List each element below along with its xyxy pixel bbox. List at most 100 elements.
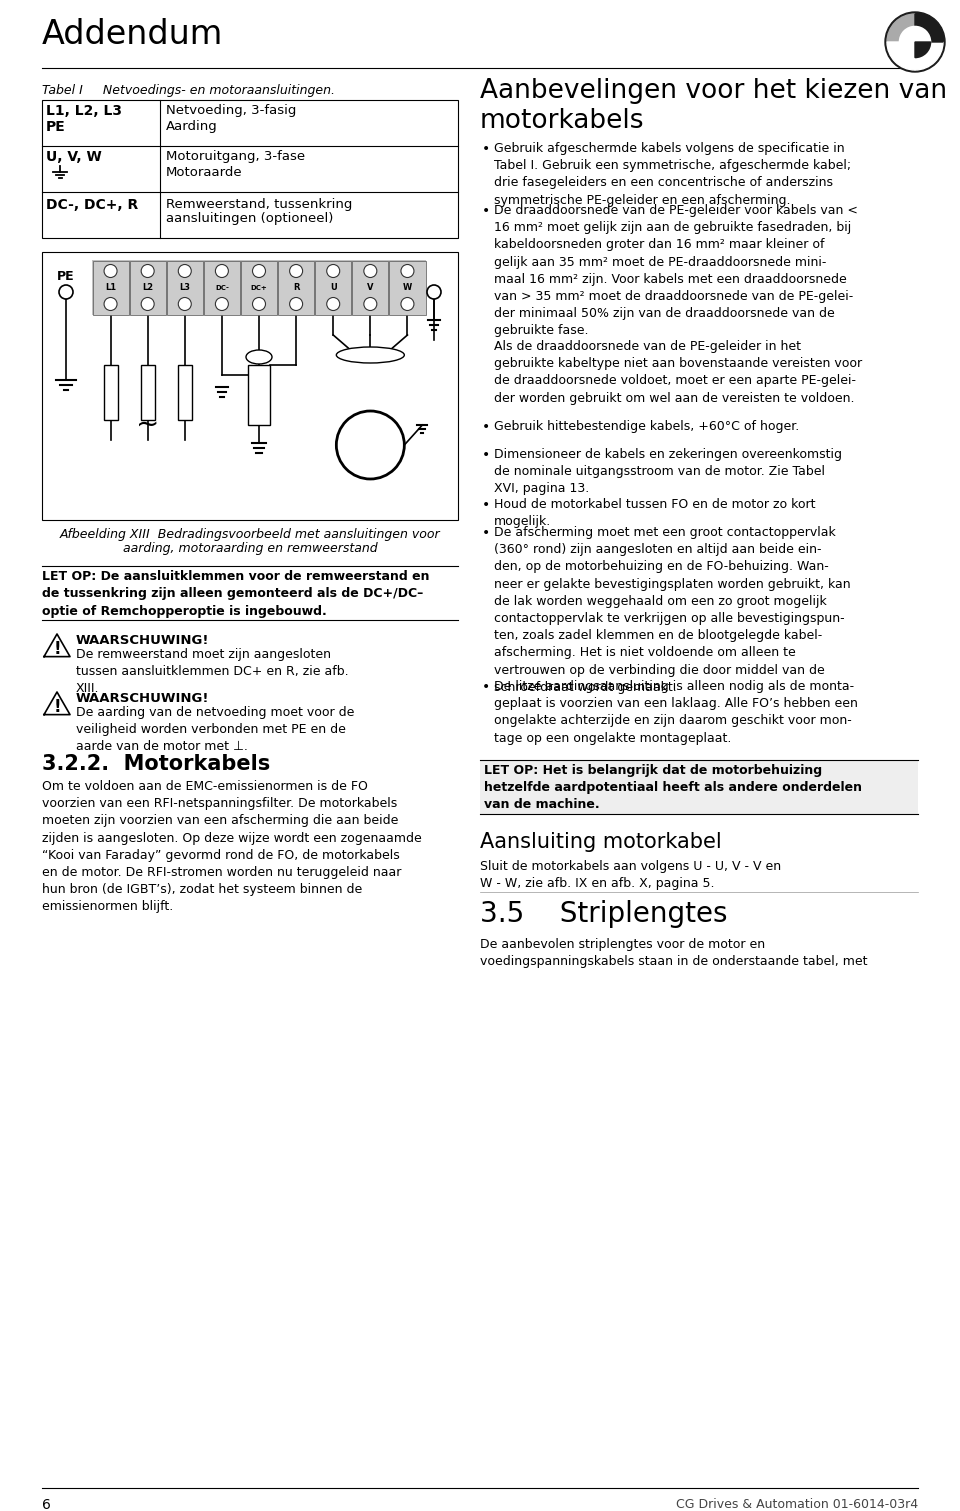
Text: De litze aardingsaansluiting is alleen nodig als de monta-
geplaat is voorzien v: De litze aardingsaansluiting is alleen n… — [494, 680, 858, 745]
Text: Motoraarde: Motoraarde — [166, 166, 243, 178]
Circle shape — [326, 298, 340, 310]
Ellipse shape — [246, 351, 272, 364]
Text: R: R — [293, 284, 300, 293]
Circle shape — [427, 286, 441, 299]
Circle shape — [364, 298, 377, 310]
Text: L3: L3 — [180, 284, 190, 293]
Bar — [130, 260, 166, 314]
Text: Gebruik hittebestendige kabels, +60°C of hoger.: Gebruik hittebestendige kabels, +60°C of… — [494, 420, 800, 434]
Text: U: U — [330, 284, 337, 293]
Text: De remweerstand moet zijn aangesloten
tussen aansluitklemmen DC+ en R, zie afb.
: De remweerstand moet zijn aangesloten tu… — [76, 648, 348, 695]
Circle shape — [252, 264, 266, 278]
Circle shape — [336, 411, 404, 479]
Text: De aanbevolen striplengtes voor de motor en
voedingspanningskabels staan in de o: De aanbevolen striplengtes voor de motor… — [480, 938, 868, 969]
Text: Remweerstand, tussenkring: Remweerstand, tussenkring — [166, 198, 352, 212]
Text: Als de draaddoorsnede van de PE-geleider in het
gebruikte kabeltype niet aan bov: Als de draaddoorsnede van de PE-geleider… — [494, 340, 862, 405]
Text: •: • — [482, 420, 491, 434]
Text: WAARSCHUWING!: WAARSCHUWING! — [76, 635, 209, 647]
Text: LET OP: De aansluitklemmen voor de remweerstand en
de tussenkring zijn alleen ge: LET OP: De aansluitklemmen voor de remwe… — [42, 570, 429, 618]
Text: •: • — [482, 526, 491, 539]
Text: aansluitingen (optioneel): aansluitingen (optioneel) — [166, 212, 333, 225]
Text: Aansluiting motorkabel: Aansluiting motorkabel — [480, 833, 722, 852]
Circle shape — [179, 298, 191, 310]
Text: •: • — [482, 499, 491, 512]
Text: Tabel I     Netvoedings- en motoraansluitingen.: Tabel I Netvoedings- en motoraansluiting… — [42, 85, 335, 97]
Circle shape — [290, 298, 302, 310]
Bar — [92, 260, 129, 314]
Bar — [42, 100, 458, 239]
Circle shape — [290, 264, 302, 278]
Text: M: M — [361, 435, 380, 455]
Text: Aanbevelingen voor het kiezen van: Aanbevelingen voor het kiezen van — [480, 79, 948, 104]
Bar — [92, 260, 426, 314]
Circle shape — [401, 264, 414, 278]
Text: •: • — [482, 142, 491, 156]
Text: Houd de motorkabel tussen FO en de motor zo kort
mogelijk.: Houd de motorkabel tussen FO en de motor… — [494, 499, 815, 529]
Text: Om te voldoen aan de EMC-emissienormen is de FO
voorzien van een RFI-netspanning: Om te voldoen aan de EMC-emissienormen i… — [42, 780, 421, 914]
Text: L2: L2 — [142, 284, 154, 293]
Text: aarding, motoraarding en remweerstand: aarding, motoraarding en remweerstand — [123, 542, 377, 555]
Text: De afscherming moet met een groot contactoppervlak
(360° rond) zijn aangesloten : De afscherming moet met een groot contac… — [494, 526, 851, 694]
Text: W: W — [403, 284, 412, 293]
Circle shape — [252, 298, 266, 310]
Text: PE: PE — [58, 270, 75, 283]
Text: LET OP: Het is belangrijk dat de motorbehuizing
hetzelfde aardpotentiaal heeft a: LET OP: Het is belangrijk dat de motorbe… — [484, 765, 862, 811]
Text: L1: L1 — [105, 284, 116, 293]
Text: L1, L2, L3: L1, L2, L3 — [46, 104, 122, 118]
Circle shape — [59, 286, 73, 299]
Wedge shape — [915, 14, 943, 42]
Text: !: ! — [53, 698, 60, 716]
Text: 3.2.2.  Motorkabels: 3.2.2. Motorkabels — [42, 754, 271, 774]
Text: Gebruik afgeschermde kabels volgens de specificatie in
Tabel I. Gebruik een symm: Gebruik afgeschermde kabels volgens de s… — [494, 142, 852, 207]
Circle shape — [104, 264, 117, 278]
Circle shape — [141, 298, 155, 310]
Text: •: • — [482, 680, 491, 694]
Polygon shape — [44, 635, 70, 657]
Text: Netvoeding, 3-fasig: Netvoeding, 3-fasig — [166, 104, 297, 116]
Bar — [390, 260, 425, 314]
Text: 3.5    Striplengtes: 3.5 Striplengtes — [480, 901, 728, 928]
Text: DC+: DC+ — [251, 286, 268, 292]
Circle shape — [215, 298, 228, 310]
Bar — [315, 260, 351, 314]
Bar — [248, 366, 270, 425]
Bar — [42, 252, 458, 520]
Bar — [480, 760, 918, 814]
Circle shape — [179, 264, 191, 278]
Text: 6: 6 — [42, 1497, 51, 1511]
Circle shape — [401, 298, 414, 310]
Text: Aarding: Aarding — [166, 119, 218, 133]
Wedge shape — [887, 14, 915, 42]
Text: De aarding van de netvoeding moet voor de
veiligheid worden verbonden met PE en : De aarding van de netvoeding moet voor d… — [76, 706, 354, 752]
Text: Addendum: Addendum — [42, 18, 224, 51]
Bar — [178, 366, 192, 420]
Bar — [278, 260, 314, 314]
Text: De draaddoorsnede van de PE-geleider voor kabels van <
16 mm² moet gelijk zijn a: De draaddoorsnede van de PE-geleider voo… — [494, 204, 858, 337]
Bar — [104, 366, 117, 420]
Bar — [241, 260, 277, 314]
Wedge shape — [915, 42, 930, 57]
Circle shape — [104, 298, 117, 310]
Circle shape — [364, 264, 377, 278]
Text: motorkabels: motorkabels — [480, 107, 644, 134]
Text: WAARSCHUWING!: WAARSCHUWING! — [76, 692, 209, 706]
Circle shape — [215, 264, 228, 278]
Circle shape — [885, 12, 945, 73]
Bar — [204, 260, 240, 314]
Bar — [167, 260, 203, 314]
Text: R: R — [253, 388, 264, 402]
Text: Dimensioneer de kabels en zekeringen overeenkomstig
de nominale uitgangsstroom v: Dimensioneer de kabels en zekeringen ove… — [494, 447, 842, 496]
Circle shape — [326, 264, 340, 278]
Text: •: • — [482, 447, 491, 462]
Circle shape — [900, 26, 930, 57]
Bar — [141, 366, 155, 420]
Text: CG Drives & Automation 01-6014-03r4: CG Drives & Automation 01-6014-03r4 — [676, 1497, 918, 1511]
Text: DC-: DC- — [215, 286, 228, 292]
Text: Motoruitgang, 3-fase: Motoruitgang, 3-fase — [166, 150, 305, 163]
Text: ~: ~ — [136, 411, 159, 440]
Wedge shape — [915, 42, 943, 70]
Text: V: V — [367, 284, 373, 293]
Text: DC-, DC+, R: DC-, DC+, R — [46, 198, 138, 212]
Text: U, V, W: U, V, W — [46, 150, 102, 165]
Wedge shape — [887, 42, 915, 70]
